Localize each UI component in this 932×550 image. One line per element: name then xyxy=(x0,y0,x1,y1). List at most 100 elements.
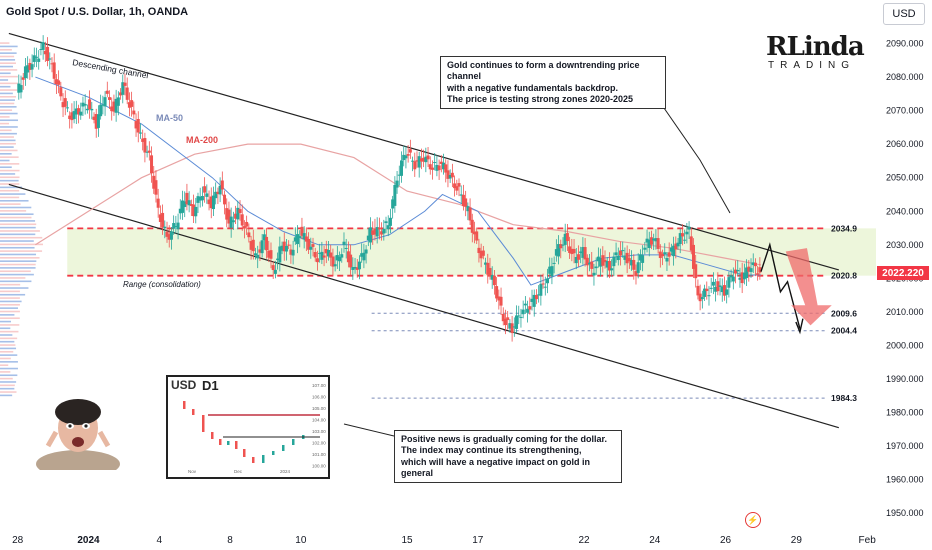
candle-body xyxy=(444,164,448,173)
inset-candle xyxy=(192,409,195,415)
volume-profile-bar xyxy=(0,59,16,61)
candle-body xyxy=(119,92,123,96)
candle-body xyxy=(205,193,209,197)
candle-body xyxy=(225,208,229,220)
candle-body xyxy=(88,99,92,110)
candle-body xyxy=(395,180,399,188)
candle-body xyxy=(324,249,328,254)
candle-body xyxy=(508,323,512,329)
candle-body xyxy=(484,262,488,265)
candle-body xyxy=(63,98,67,107)
volume-profile-bar xyxy=(0,233,36,236)
candle-body xyxy=(417,156,421,168)
candle-body xyxy=(236,207,240,220)
volume-profile-bar xyxy=(0,203,21,205)
candle-body xyxy=(599,257,603,267)
candle-body xyxy=(105,90,109,94)
candle-body xyxy=(753,262,757,267)
volume-profile-bar xyxy=(0,320,11,323)
candle-body xyxy=(652,238,656,241)
note-top-pointer xyxy=(654,94,731,214)
volume-profile-bar xyxy=(0,220,36,222)
y-tick-label: 1960.000 xyxy=(886,475,924,485)
candle-body xyxy=(402,154,406,161)
candle-body xyxy=(116,97,120,106)
volume-profile-bar xyxy=(0,236,43,239)
candle-body xyxy=(495,286,499,299)
candle-body xyxy=(455,186,459,191)
candle-body xyxy=(461,194,465,207)
volume-profile-bar xyxy=(0,183,20,185)
y-tick-label: 1970.000 xyxy=(886,441,924,451)
candle-body xyxy=(280,245,284,251)
candle-body xyxy=(340,254,344,258)
ma200-line xyxy=(35,143,762,266)
volume-profile-bar xyxy=(0,280,32,283)
forecast-arrowhead xyxy=(795,318,804,335)
candle-body xyxy=(355,267,359,270)
candle-body xyxy=(273,269,277,274)
x-tick-label: 22 xyxy=(578,535,590,546)
candle-body xyxy=(448,174,452,179)
candle-body xyxy=(353,266,357,269)
inset-plot: 107.00 106.00 105.00 104.00 103.00 102.00 101.… xyxy=(183,383,326,474)
volume-profile-bar xyxy=(0,310,20,313)
candle-body xyxy=(68,115,72,120)
candle-body xyxy=(530,298,534,302)
y-tick-label: 1990.000 xyxy=(886,374,924,384)
candle-body xyxy=(240,214,244,226)
flash-icon[interactable]: ⚡ xyxy=(745,512,761,528)
candle-body xyxy=(665,258,669,262)
y-tick-label: 2010.000 xyxy=(886,307,924,317)
volume-profile-bar xyxy=(0,112,18,115)
volume-profile-bar xyxy=(0,367,18,370)
candle-body xyxy=(300,226,304,236)
currency-button[interactable]: USD xyxy=(883,3,925,25)
candle-body xyxy=(83,103,87,106)
volume-profile-bar xyxy=(0,48,12,51)
candle-body xyxy=(610,268,614,271)
volume-profile-bar xyxy=(0,364,9,366)
candle-body xyxy=(413,161,417,170)
level-label: 2034.9 xyxy=(831,223,857,233)
candle-body xyxy=(318,252,322,254)
candle-body xyxy=(163,226,167,229)
candle-body xyxy=(446,170,450,179)
candle-body xyxy=(411,160,415,162)
candle-body xyxy=(265,236,269,251)
candle-body xyxy=(568,246,572,253)
candle-body xyxy=(592,272,596,276)
candle-body xyxy=(707,295,711,297)
inset-candle xyxy=(272,451,275,455)
inset-candle xyxy=(202,415,205,432)
volume-profile-bar xyxy=(0,206,32,209)
candle-body xyxy=(30,64,34,70)
inset-candle xyxy=(282,445,285,451)
candle-body xyxy=(537,294,541,296)
volume-profile-bar xyxy=(0,132,17,135)
candle-body xyxy=(52,62,56,79)
candle-body xyxy=(256,254,260,259)
candle-body xyxy=(729,275,733,278)
inset-y-tick: 100.00 xyxy=(312,464,326,469)
candle-body xyxy=(35,56,38,58)
chart-title: Gold Spot / U.S. Dollar, 1h, OANDA xyxy=(6,6,189,18)
candle-body xyxy=(700,297,704,300)
candle-body xyxy=(112,101,116,112)
candle-body xyxy=(678,233,682,245)
volume-profile-bar xyxy=(0,297,20,299)
candle-body xyxy=(692,244,695,269)
candle-body xyxy=(108,97,111,100)
volume-profile-bar xyxy=(0,82,18,85)
candle-body xyxy=(552,262,556,264)
candle-body xyxy=(276,258,280,261)
candle-body xyxy=(532,294,536,307)
volume-profile-bar xyxy=(0,371,11,373)
candle-body xyxy=(351,266,355,270)
candle-body xyxy=(419,158,423,162)
volume-profile-bar xyxy=(0,334,13,336)
candle-body xyxy=(333,264,337,267)
candle-body xyxy=(521,309,525,315)
volume-profile-bar xyxy=(0,142,16,145)
